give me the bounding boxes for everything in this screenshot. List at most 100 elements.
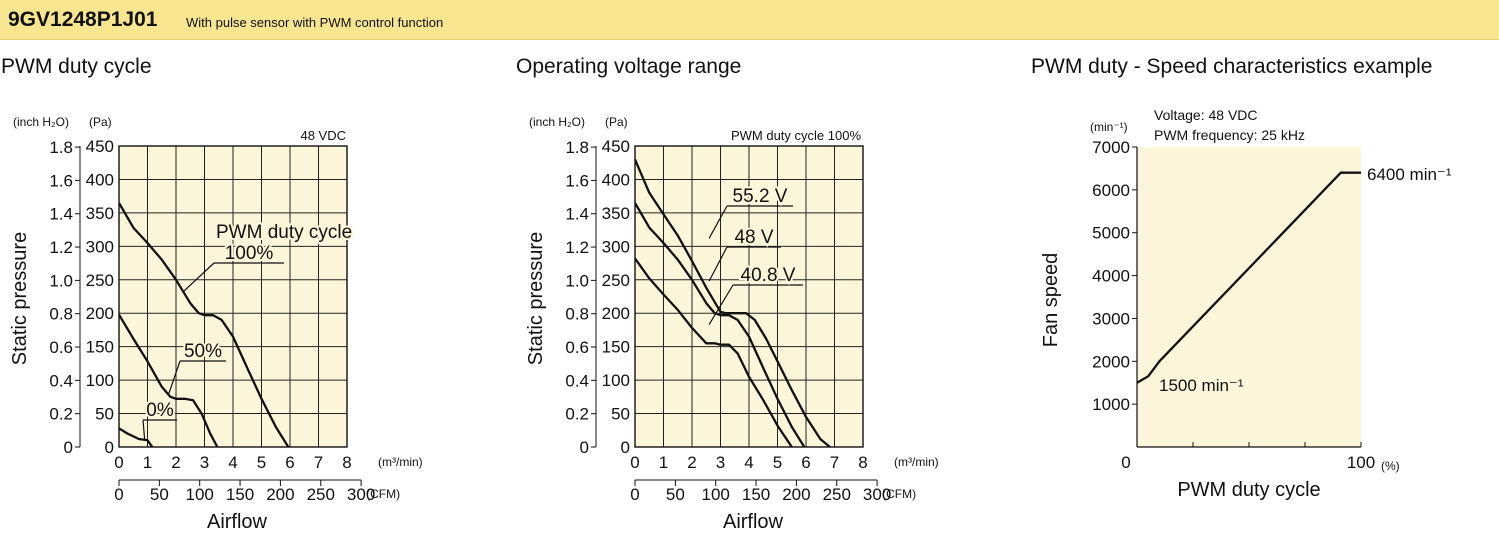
x2-tick-label-cfm: 250	[823, 485, 851, 504]
series-line-1	[635, 202, 806, 447]
y-tick-label-pa: 250	[86, 271, 114, 290]
chart3-title: PWM duty - Speed characteristics example	[1031, 55, 1433, 78]
y-tick-label: 2000	[1092, 352, 1130, 371]
leader-line-0	[182, 262, 215, 293]
y2-unit-label: (inch H₂O)	[13, 115, 69, 129]
x-tick-label-m3: 4	[228, 453, 237, 472]
series-label-2: 0%	[146, 400, 174, 421]
x2-unit-label: (CFM)	[366, 487, 400, 501]
y-tick-label: 3000	[1092, 309, 1130, 328]
y2-unit-label: (inch H₂O)	[529, 115, 585, 129]
annotation-min-speed: 1500 min⁻¹	[1159, 376, 1244, 395]
y-tick-label-pa: 50	[611, 405, 630, 424]
x-tick-label-m3: 7	[314, 453, 323, 472]
y-tick-label-pa: 200	[86, 304, 114, 323]
x-unit-label: (m³/min)	[894, 455, 939, 469]
x-tick-label-m3: 1	[143, 453, 152, 472]
leader-line-1	[168, 360, 181, 394]
y-tick-label-pa: 350	[86, 204, 114, 223]
x-tick-label-m3: 6	[801, 453, 810, 472]
y-tick-label: 5000	[1092, 224, 1130, 243]
y-tick-label-pa: 100	[602, 371, 630, 390]
y2-tick-label-inch: 1.8	[49, 138, 73, 157]
y-tick-label-pa: 0	[105, 438, 114, 457]
y-tick-label: 1000	[1092, 395, 1130, 414]
x2-tick-label-cfm: 100	[702, 485, 730, 504]
series-line-0	[119, 202, 290, 447]
x-tick-label-m3: 3	[200, 453, 209, 472]
y2-tick-label-inch: 1.4	[49, 205, 73, 224]
series-group	[635, 158, 832, 447]
x-tick-label-m3: 3	[716, 453, 725, 472]
x2-tick-label-cfm: 300	[347, 485, 375, 504]
series-line-speed	[1136, 171, 1361, 384]
x-tick-label-0: 0	[1121, 453, 1130, 472]
y2-tick-label-inch: 0.4	[565, 371, 589, 390]
y2-tick-label-inch: 1.8	[565, 138, 589, 157]
leader-line-1	[708, 246, 728, 282]
y2-tick-label-inch: 1.6	[49, 171, 73, 190]
leader-line-2	[142, 419, 146, 440]
plot-frame	[118, 145, 348, 448]
series-line-2	[635, 257, 794, 447]
x-tick-label-m3: 2	[687, 453, 696, 472]
y-axis-title: Static pressure	[9, 232, 31, 365]
y-unit-label: (Pa)	[605, 115, 628, 129]
model-description: With pulse sensor with PWM control funct…	[186, 15, 444, 30]
model-number: 9GV1248P1J01	[8, 8, 158, 31]
y-tick-label-pa: 450	[602, 137, 630, 156]
y2-tick-label-inch: 0	[580, 438, 589, 457]
x2-tick-label-cfm: 0	[114, 485, 123, 504]
x2-tick-label-cfm: 0	[630, 485, 639, 504]
y-tick-label-pa: 50	[95, 405, 114, 424]
series-label-2: 40.8 V	[741, 265, 796, 286]
x2-tick-label-cfm: 150	[742, 485, 770, 504]
y2-tick-label-inch: 0.8	[565, 305, 589, 324]
condition-line-2: PWM frequency: 25 kHz	[1154, 127, 1305, 143]
x-tick-label-m3: 2	[171, 453, 180, 472]
y2-tick-label-inch: 0.6	[49, 338, 73, 357]
y-tick-label-pa: 200	[602, 304, 630, 323]
y-tick-label: 6000	[1092, 181, 1130, 200]
x-tick-label-m3: 0	[630, 453, 639, 472]
y-tick-label-pa: 400	[602, 170, 630, 189]
y-tick-label-pa: 0	[621, 438, 630, 457]
x-tick-label-m3: 8	[858, 453, 867, 472]
y2-tick-label-inch: 0	[64, 438, 73, 457]
x-tick-label-m3: 5	[773, 453, 782, 472]
x2-tick-label-cfm: 200	[266, 485, 294, 504]
leader-line-2	[708, 284, 734, 325]
y2-tick-label-inch: 0.2	[565, 405, 589, 424]
y-tick-label-pa: 450	[86, 137, 114, 156]
x-tick-label-m3: 7	[830, 453, 839, 472]
plot-area	[1137, 147, 1361, 447]
y2-tick-label-inch: 0.2	[49, 405, 73, 424]
x2-tick-label-cfm: 50	[666, 485, 685, 504]
y-axis-title: Fan speed	[1040, 253, 1062, 348]
x2-tick-label-cfm: 250	[307, 485, 335, 504]
plot-frame	[634, 145, 864, 448]
x-axis-title: Airflow	[207, 511, 268, 533]
annotation-max-speed: 6400 min⁻¹	[1367, 165, 1452, 184]
y-unit-label: (Pa)	[89, 115, 112, 129]
x-tick-label-m3: 6	[285, 453, 294, 472]
series-label-1: 48 V	[734, 227, 773, 248]
x-tick-label-m3: 8	[342, 453, 351, 472]
annotation-label: PWM duty cycle	[216, 222, 352, 243]
chart2-title: Operating voltage range	[516, 55, 742, 78]
series-label-1: 50%	[184, 341, 222, 362]
y2-tick-label-inch: 0.4	[49, 371, 73, 390]
y-tick-label-pa: 150	[602, 338, 630, 357]
x-tick-label-100: 100	[1347, 453, 1375, 472]
y-unit-label: (min⁻¹)	[1090, 120, 1128, 134]
x-unit-label: (m³/min)	[378, 455, 423, 469]
x-tick-label-m3: 0	[114, 453, 123, 472]
y-tick-label-pa: 100	[86, 371, 114, 390]
x-tick-label-m3: 1	[659, 453, 668, 472]
y2-tick-label-inch: 1.0	[565, 271, 589, 290]
y-axis-title: Static pressure	[525, 232, 547, 365]
x-tick-label-m3: 5	[257, 453, 266, 472]
y-tick-label-pa: 350	[602, 204, 630, 223]
y2-tick-label-inch: 0.8	[49, 305, 73, 324]
